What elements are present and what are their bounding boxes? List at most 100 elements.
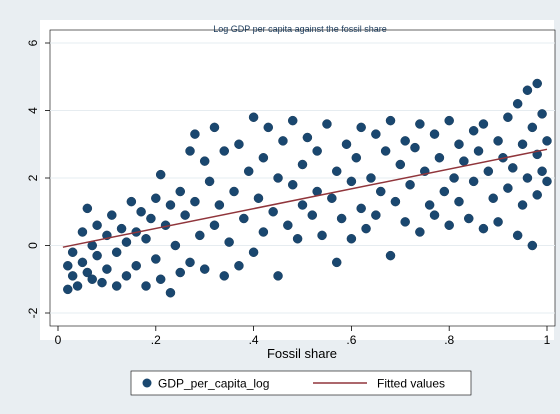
data-point [175, 186, 185, 197]
data-point [82, 267, 93, 278]
x-tick-label: .8 [444, 333, 454, 347]
data-point [478, 119, 489, 129]
data-point [67, 247, 78, 257]
data-point [522, 173, 533, 183]
data-point [503, 183, 513, 193]
fitted-line-layer [62, 148, 548, 248]
data-point [351, 153, 362, 163]
legend-label-fitted: Fitted values [377, 377, 445, 391]
data-point [297, 200, 308, 210]
data-point [468, 176, 479, 187]
data-point [415, 227, 425, 237]
data-point [517, 139, 528, 149]
data-point [532, 190, 542, 200]
data-point [273, 271, 283, 281]
data-point [190, 196, 200, 207]
data-point [415, 119, 425, 129]
data-point [111, 281, 122, 291]
data-point [434, 153, 445, 163]
data-point [268, 207, 278, 217]
data-point [87, 274, 97, 284]
data-point [517, 200, 528, 210]
data-point [503, 112, 513, 122]
legend: GDP_per_capita_log Fitted values [130, 370, 472, 396]
data-point [454, 196, 464, 207]
data-point [478, 223, 489, 234]
data-point [327, 193, 337, 203]
data-point [459, 156, 469, 166]
y-tick-label: 0 [26, 242, 40, 249]
y-tick-label: 2 [26, 174, 40, 181]
data-point [346, 234, 357, 244]
data-point [307, 210, 318, 220]
data-point [229, 186, 239, 197]
data-point [439, 186, 450, 197]
data-point [380, 146, 391, 156]
data-point [385, 115, 396, 126]
data-point [346, 176, 357, 187]
data-point [214, 200, 225, 210]
x-tick-label: .4 [249, 333, 259, 347]
data-point [170, 240, 181, 251]
data-point [141, 281, 151, 291]
data-point [375, 186, 386, 197]
data-point [248, 247, 259, 257]
data-point [473, 146, 484, 156]
data-point [322, 119, 332, 129]
data-point [234, 261, 244, 271]
data-point [341, 139, 352, 149]
data-point [97, 277, 107, 288]
data-point [248, 112, 259, 122]
data-point [390, 196, 401, 207]
data-point [488, 193, 498, 203]
x-tick-label: .2 [151, 333, 161, 347]
data-point [121, 271, 132, 281]
data-point [464, 213, 474, 224]
legend-box [130, 370, 472, 396]
data-point [190, 129, 200, 139]
data-point [209, 220, 220, 230]
data-point [400, 217, 410, 227]
data-point [542, 136, 552, 146]
data-point [151, 193, 161, 203]
data-point [371, 129, 381, 139]
data-point [185, 146, 195, 156]
data-point [258, 153, 269, 163]
data-point [107, 210, 117, 220]
scatter-points [63, 78, 552, 298]
data-point [258, 227, 269, 237]
data-point [278, 136, 288, 146]
x-tick-label: 0 [55, 333, 62, 347]
data-point [527, 240, 538, 251]
data-point [287, 180, 298, 190]
data-point [155, 274, 166, 284]
data-point [512, 99, 523, 109]
data-point [429, 210, 440, 220]
data-point [151, 254, 161, 264]
data-point [155, 169, 166, 180]
data-point [331, 257, 342, 268]
data-point [405, 180, 415, 190]
data-point [283, 220, 293, 230]
data-point [116, 223, 127, 234]
data-point [312, 146, 322, 156]
data-point [542, 176, 552, 187]
data-point [424, 200, 435, 210]
data-point [361, 223, 371, 234]
data-point [287, 115, 298, 126]
data-point [449, 173, 459, 183]
data-point [77, 227, 88, 237]
data-point [331, 166, 342, 176]
y-tick-label: 4 [26, 107, 40, 114]
chart-title: Log GDP per capita against the fossil sh… [213, 24, 386, 34]
data-point [180, 210, 190, 220]
data-point [444, 220, 454, 230]
fitted-line [62, 148, 548, 248]
data-point [263, 122, 274, 133]
legend-marker-gdp [142, 378, 152, 388]
data-point [356, 203, 366, 214]
data-point [400, 136, 410, 146]
x-tick-label: 1 [544, 333, 551, 347]
data-point [121, 237, 132, 247]
